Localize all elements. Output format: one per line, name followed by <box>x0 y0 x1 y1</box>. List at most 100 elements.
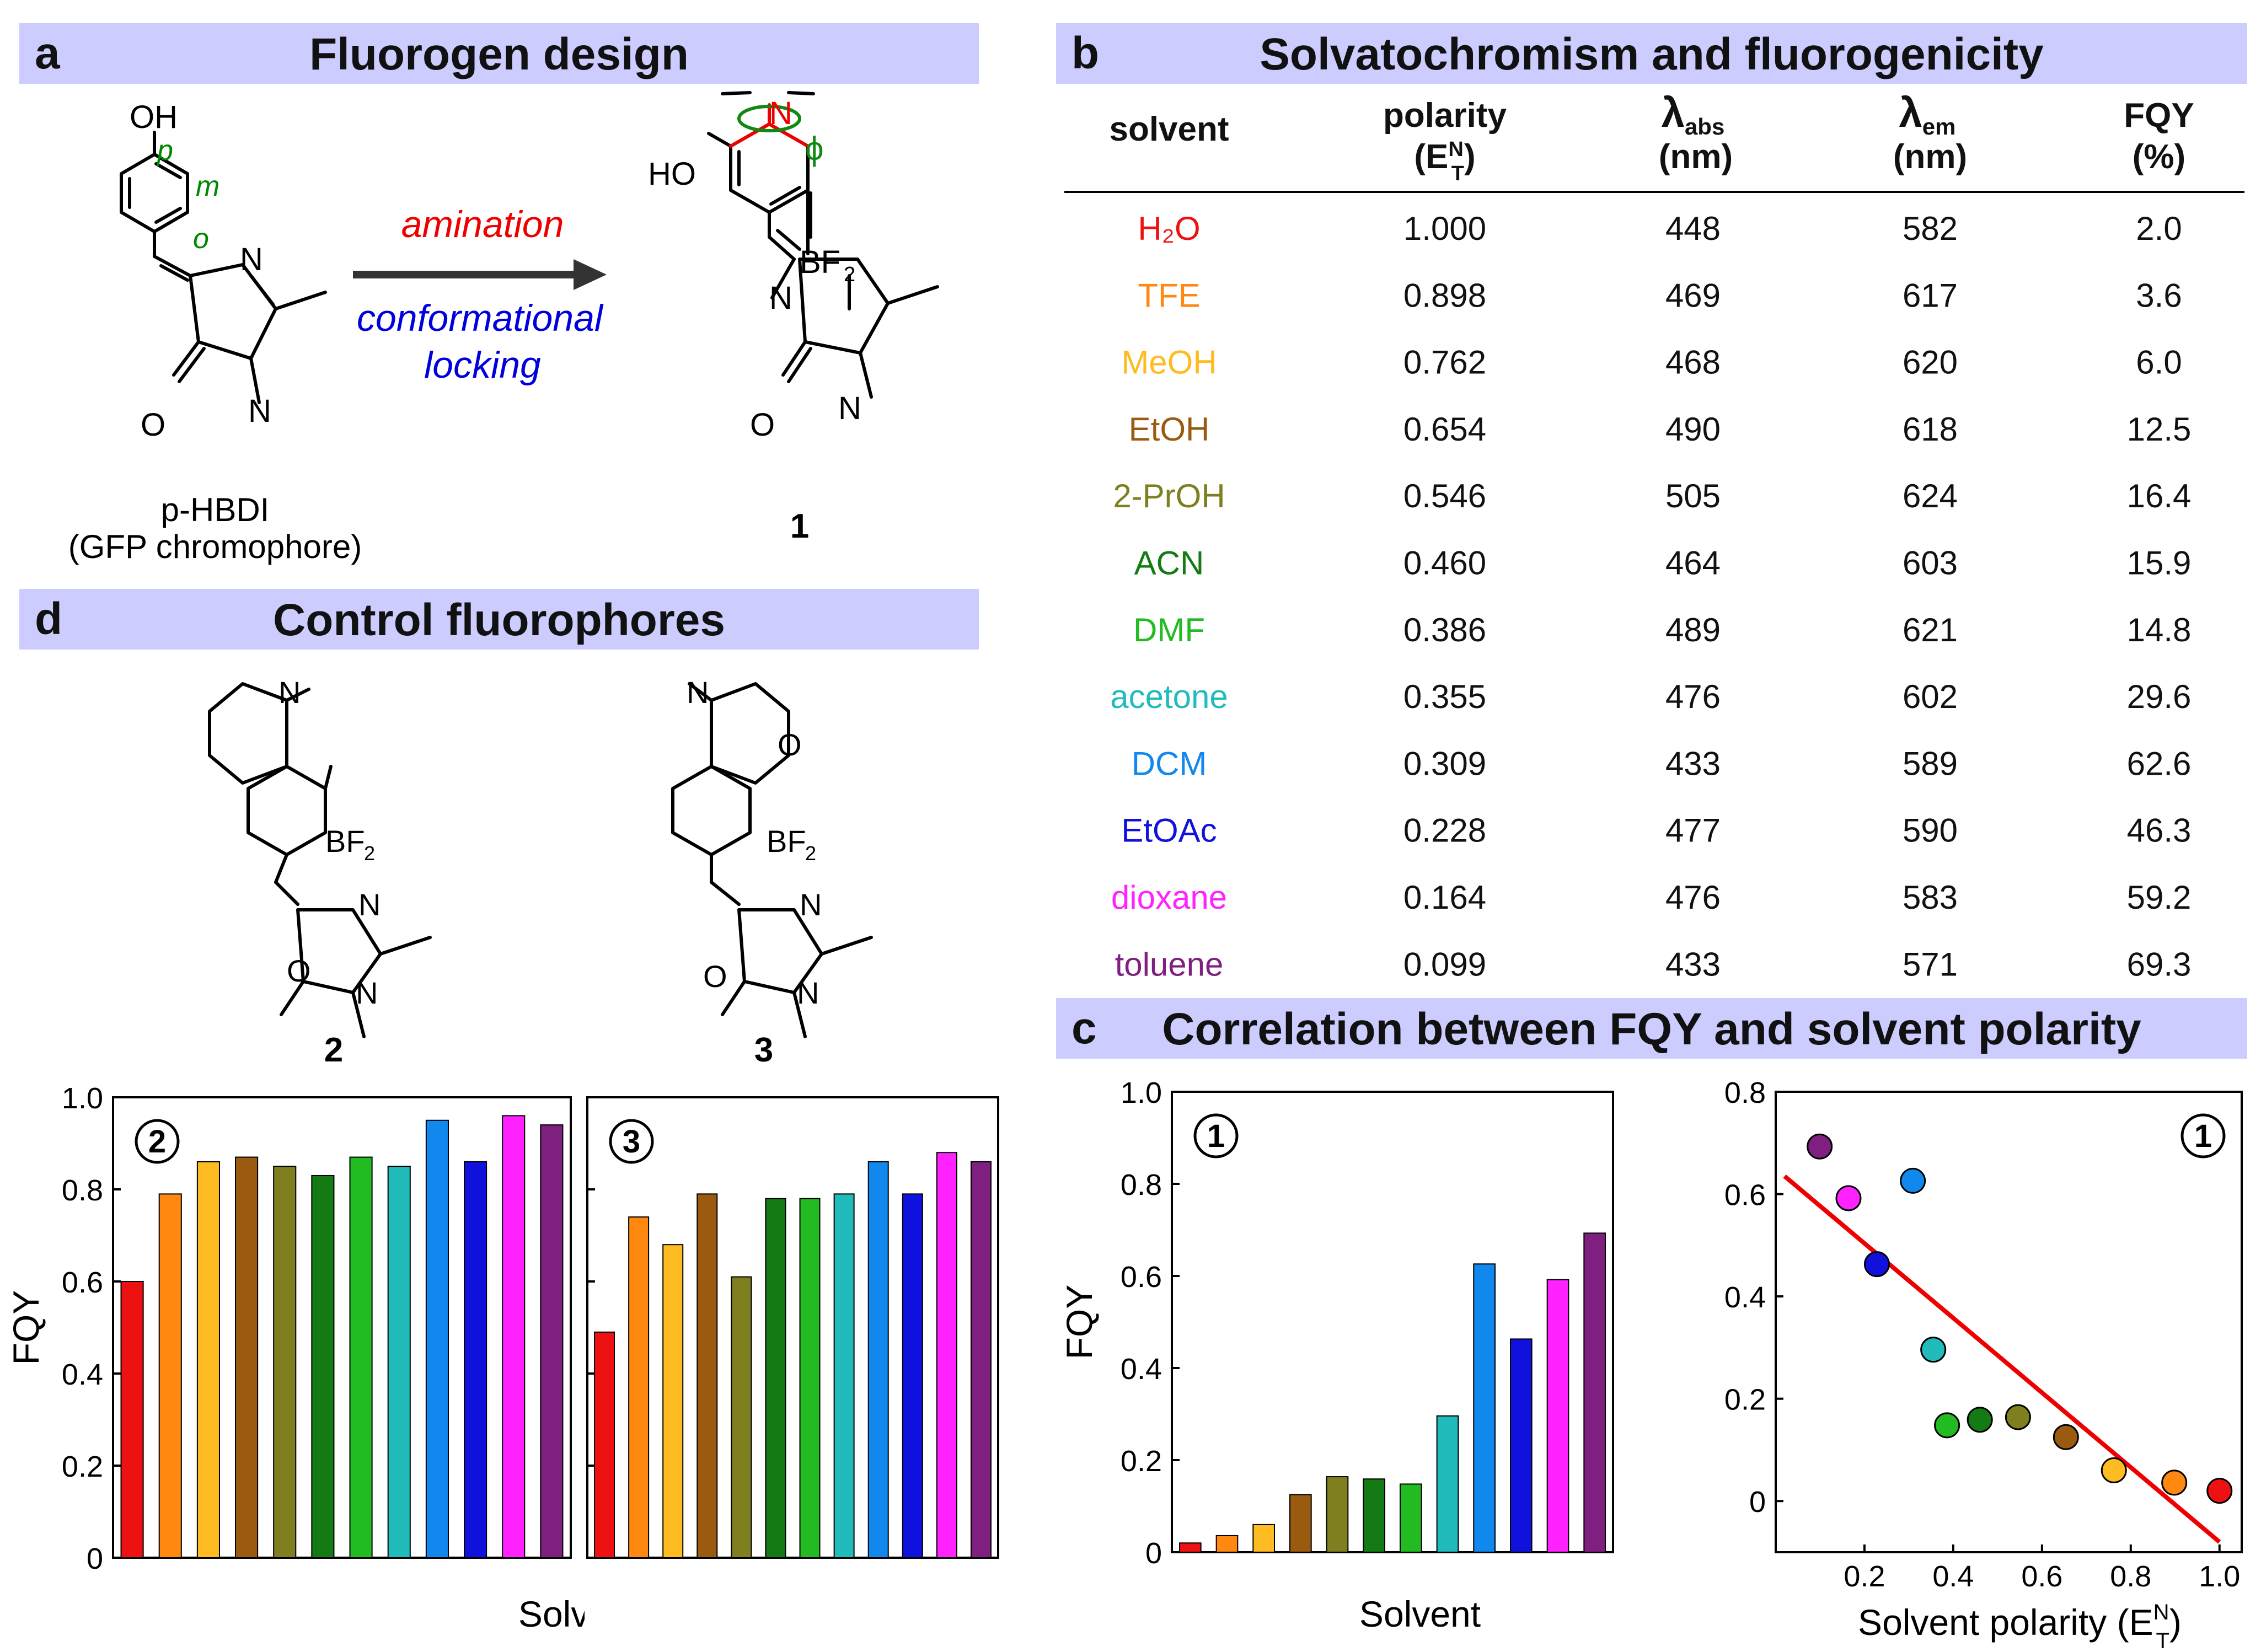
bar-h2o <box>1179 1542 1202 1553</box>
panel-title: Fluorogen design <box>309 29 689 79</box>
solvent-table: solvent polarity (EN T) λabs (nm) λem (nm… <box>1064 89 2244 987</box>
plot-frame <box>112 1096 572 1559</box>
panel-label: a <box>35 28 60 78</box>
y-tick-label: 0.8 <box>62 1174 103 1207</box>
table-cell-polarity: 0.164 <box>1403 879 1486 916</box>
table-cell-em: 621 <box>1903 612 1958 648</box>
table-cell-polarity: 0.762 <box>1403 344 1486 381</box>
scatter-point <box>1934 1412 1960 1439</box>
y-tick-label: 0.6 <box>1724 1179 1766 1212</box>
x-tick-label: 0.6 <box>2021 1560 2062 1593</box>
linear-fit-line <box>1783 1174 2221 1544</box>
cmpd3-imidazolinone-ring <box>737 908 823 994</box>
chart-fqy-compound-1-bar: 0 0.2 0.4 0.6 0.8 1.0 FQY 1 Solvent <box>1059 1076 1614 1634</box>
bar-etoh <box>1289 1494 1312 1553</box>
table-cell-abs: 476 <box>1665 879 1721 916</box>
header-abs: λabs <box>1662 94 1725 140</box>
panel-d-header: d Control fluorophores <box>19 589 979 650</box>
y-tick-label: 1.0 <box>1121 1076 1162 1109</box>
bar-2proh <box>1326 1476 1349 1553</box>
table-body: H₂O 1.000 448 582 2.0 TFE 0.898 469 617 3.6 MeOH 0.… <box>1110 210 2191 983</box>
table-row: MeOH 0.762 468 620 6.0 <box>1121 344 2182 381</box>
table-cell-solvent: 2-PrOH <box>1113 478 1225 514</box>
y-tick-label: 0 <box>1145 1537 1162 1570</box>
bar-2proh <box>273 1166 297 1558</box>
bar-etoh <box>235 1156 259 1559</box>
y-tick-label: 0.6 <box>62 1266 103 1299</box>
table-cell-fqy: 59.2 <box>2127 879 2192 916</box>
table-cell-fqy: 46.3 <box>2127 812 2192 849</box>
table-row: EtOH 0.654 490 618 12.5 <box>1129 411 2192 448</box>
y-axis-label: FQY <box>6 1290 46 1365</box>
bar-acn <box>311 1174 335 1558</box>
y-tick-label: 0.2 <box>1121 1445 1162 1478</box>
svg-text:2: 2 <box>364 842 375 865</box>
scatter-point <box>1807 1133 1833 1160</box>
table-cell-solvent: TFE <box>1138 277 1200 314</box>
bar-dmf <box>799 1198 821 1558</box>
table-cell-abs: 489 <box>1665 612 1721 648</box>
bar-acetone <box>833 1193 855 1559</box>
table-row: acetone 0.355 476 602 29.6 <box>1110 678 2191 715</box>
arrow-label-locking-2: locking <box>424 344 541 386</box>
x-tick-label: 0.2 <box>1844 1560 1885 1593</box>
y-tick-label: 0.6 <box>1121 1261 1162 1294</box>
scheme-a: OH N N O HO N N N O BF 2 p m o ϕ aminati… <box>68 91 939 565</box>
table-cell-fqy: 12.5 <box>2127 411 2192 448</box>
table-cell-fqy: 3.6 <box>2136 277 2182 314</box>
panel-label: c <box>1071 1003 1097 1053</box>
svg-text:N: N <box>356 975 378 1010</box>
x-axis-label: Solvent polarity (EN T) <box>1858 1600 2182 1649</box>
bar-dioxane <box>502 1115 526 1558</box>
table-cell-abs: 477 <box>1665 812 1721 849</box>
table-cell-fqy: 6.0 <box>2136 344 2182 381</box>
bar-meoh <box>662 1244 684 1558</box>
y-tick-label: 0.8 <box>1724 1076 1766 1109</box>
header-fqy: FQY <box>2124 96 2194 135</box>
table-cell-abs: 433 <box>1665 946 1721 983</box>
bar-dcm <box>867 1161 889 1558</box>
y-tick-label: 0.4 <box>1724 1281 1766 1314</box>
table-cell-solvent: EtOH <box>1129 411 1210 448</box>
table-cell-em: 620 <box>1903 344 1958 381</box>
table-cell-fqy: 69.3 <box>2127 946 2192 983</box>
table-cell-solvent: toluene <box>1115 946 1224 983</box>
table-cell-solvent: H₂O <box>1138 210 1200 247</box>
table-cell-fqy: 62.6 <box>2127 745 2192 782</box>
table-cell-abs: 469 <box>1665 277 1721 314</box>
table-cell-em: 603 <box>1903 545 1958 582</box>
svg-text:N: N <box>800 887 822 922</box>
table-cell-polarity: 0.546 <box>1403 478 1486 514</box>
table-cell-polarity: 0.460 <box>1403 545 1486 582</box>
scatter-point <box>2053 1424 2079 1450</box>
y-tick-label: 0 <box>1749 1485 1766 1519</box>
svg-text:HO: HO <box>648 156 696 192</box>
panel-title: Control fluorophores <box>273 595 725 645</box>
table-cell-em: 624 <box>1903 478 1958 514</box>
bar-h2o <box>594 1331 615 1558</box>
table-cell-em: 590 <box>1903 812 1958 849</box>
svg-text:BF: BF <box>800 244 840 280</box>
bar-acetone <box>1436 1415 1459 1553</box>
header-fqy-unit: (%) <box>2133 138 2185 176</box>
cmpd3-benzene-ring <box>671 765 752 856</box>
table-row: 2-PrOH 0.546 505 624 16.4 <box>1113 478 2191 514</box>
plot-frame <box>1775 1091 2243 1553</box>
svg-text:N: N <box>797 975 819 1010</box>
panel-label: d <box>35 594 63 644</box>
svg-text:N: N <box>769 280 792 316</box>
compound-badge <box>2180 1113 2226 1158</box>
phi-label: ϕ <box>805 130 824 167</box>
table-row: ACN 0.460 464 603 15.9 <box>1134 545 2192 582</box>
table-row: TFE 0.898 469 617 3.6 <box>1138 277 2182 314</box>
table-cell-abs: 468 <box>1665 344 1721 381</box>
svg-text:2: 2 <box>805 842 816 865</box>
y-tick-label: 0.2 <box>62 1450 103 1483</box>
bar-dcm <box>425 1119 449 1558</box>
hbdi-caption-2: (GFP chromophore) <box>68 528 362 565</box>
bar-acn <box>1363 1478 1385 1553</box>
svg-text:2: 2 <box>844 263 855 286</box>
table-cell-fqy: 14.8 <box>2127 612 2192 648</box>
header-polarity: polarity <box>1383 96 1507 135</box>
scatter-point <box>2101 1457 2127 1484</box>
